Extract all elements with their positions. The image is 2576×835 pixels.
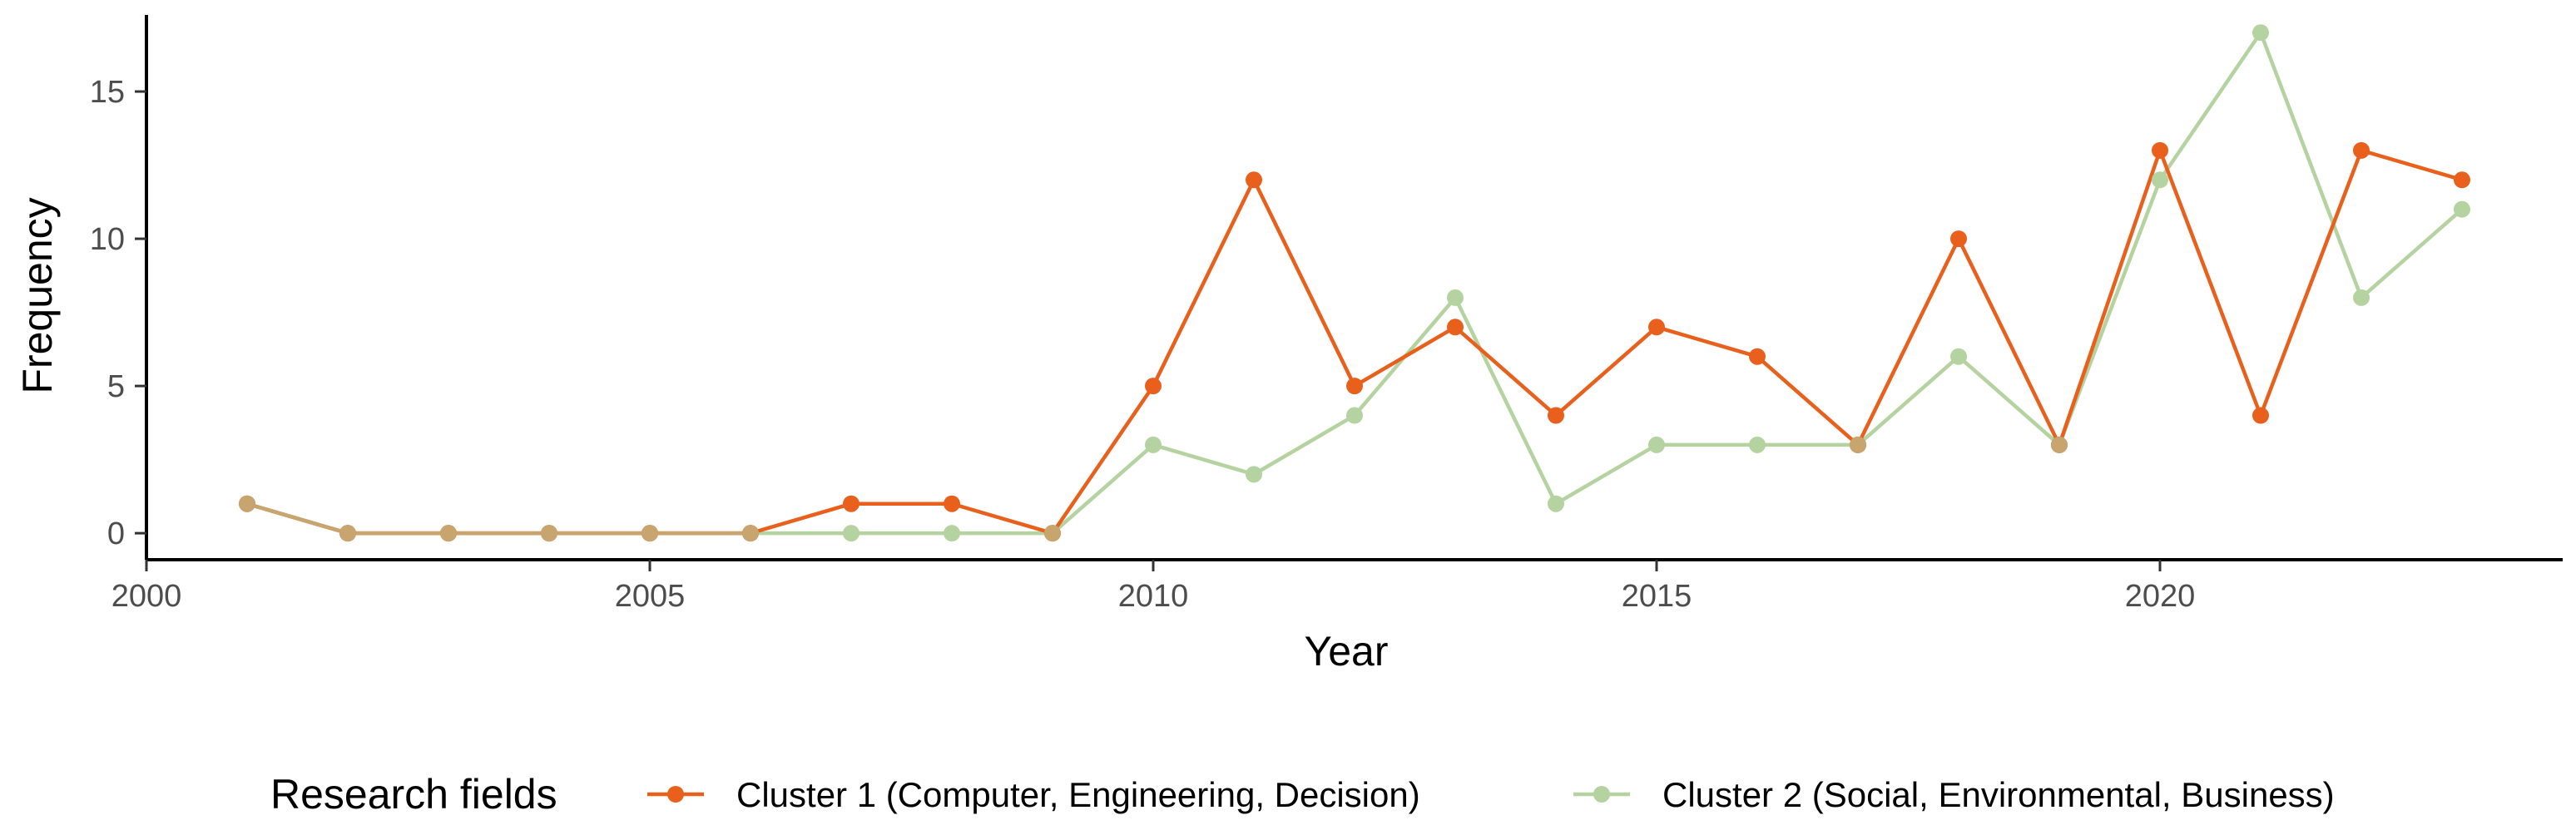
data-point-overlap — [642, 525, 658, 542]
data-point-overlap — [339, 525, 356, 542]
series-line-cluster-1 — [245, 148, 2465, 536]
x-axis-title: Year — [1304, 628, 1388, 674]
data-point-overlap — [440, 525, 457, 542]
x-tick-label: 2010 — [1118, 579, 1189, 614]
data-point-cluster-1 — [1145, 378, 1162, 395]
legend-label: Cluster 2 (Social, Environmental, Busine… — [1662, 775, 2335, 814]
data-point-overlap — [742, 525, 759, 542]
data-point-cluster-1 — [1749, 348, 1766, 365]
data-point-cluster-2 — [1950, 348, 1967, 365]
legend: Research fields Cluster 1 (Computer, Eng… — [270, 771, 2335, 818]
y-tick-label: 10 — [90, 222, 125, 257]
x-tick-label: 2020 — [2125, 579, 2196, 614]
data-point-cluster-2 — [1447, 289, 1464, 306]
data-point-cluster-1 — [2454, 171, 2470, 189]
axes: 0 5 10 15 2000 2005 2010 2015 2020 — [90, 15, 2563, 614]
data-point-cluster-1 — [1447, 319, 1464, 336]
data-point-overlap — [1044, 525, 1061, 542]
data-point-overlap — [2051, 436, 2068, 453]
legend-label: Cluster 1 (Computer, Engineering, Decisi… — [736, 775, 1420, 814]
data-point-cluster-1 — [944, 495, 960, 512]
legend-title: Research fields — [270, 771, 557, 818]
data-point-cluster-2 — [1145, 436, 1162, 453]
data-point-cluster-1 — [1246, 171, 1262, 189]
data-point-overlap — [239, 495, 255, 512]
x-tick-label: 2015 — [1622, 579, 1692, 614]
y-tick-label: 0 — [107, 516, 125, 551]
data-point-cluster-1 — [843, 495, 859, 512]
data-point-cluster-2 — [1548, 495, 1564, 512]
data-point-cluster-1 — [1346, 378, 1363, 395]
data-point-cluster-2 — [2454, 200, 2470, 218]
data-point-cluster-2 — [2252, 24, 2269, 42]
data-point-cluster-1 — [1648, 319, 1665, 336]
data-point-cluster-2 — [1648, 436, 1665, 453]
data-point-cluster-1 — [2152, 141, 2168, 159]
data-point-overlap — [541, 525, 557, 542]
data-point-cluster-2 — [1749, 436, 1766, 453]
series-lines — [245, 30, 2465, 536]
data-point-cluster-2 — [2152, 171, 2168, 189]
data-point-cluster-1 — [1950, 230, 1967, 248]
legend-item: Cluster 1 (Computer, Engineering, Decisi… — [647, 775, 1420, 814]
data-point-cluster-2 — [843, 525, 859, 542]
data-point-cluster-2 — [1346, 407, 1363, 424]
series-line-cluster-2 — [245, 30, 2465, 536]
legend-items: Cluster 1 (Computer, Engineering, Decisi… — [647, 775, 2335, 814]
data-point-cluster-2 — [2353, 289, 2370, 306]
legend-key-point — [667, 786, 684, 803]
legend-key-point — [1593, 786, 1610, 803]
data-point-cluster-1 — [2353, 141, 2370, 159]
data-point-overlap — [1850, 436, 1866, 453]
data-point-cluster-2 — [944, 525, 960, 542]
y-axis-title: Frequency — [14, 197, 61, 393]
legend-item: Cluster 2 (Social, Environmental, Busine… — [1573, 775, 2335, 814]
x-tick-label: 2000 — [111, 579, 182, 614]
series-points — [239, 24, 2470, 542]
overlap-segment — [245, 501, 350, 536]
x-tick-label: 2005 — [615, 579, 686, 614]
y-tick-label: 5 — [107, 369, 125, 404]
data-point-cluster-2 — [1246, 466, 1262, 483]
y-axis-ticks: 0 5 10 15 — [90, 75, 146, 551]
data-point-cluster-1 — [2252, 407, 2269, 424]
y-tick-label: 15 — [90, 75, 125, 110]
x-axis-ticks: 2000 2005 2010 2015 2020 — [111, 560, 2196, 614]
data-point-cluster-1 — [1548, 407, 1564, 424]
